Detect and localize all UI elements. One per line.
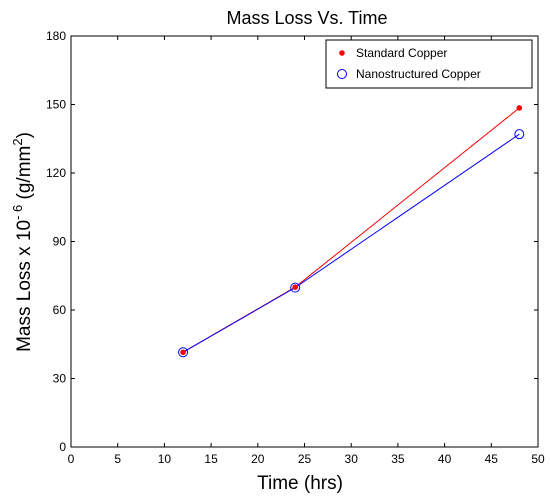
data-point-series-1 bbox=[292, 284, 298, 290]
legend-box bbox=[325, 39, 533, 89]
y-tick-label: 0 bbox=[59, 440, 66, 454]
y-tick-label: 30 bbox=[53, 372, 67, 386]
legend-marker bbox=[339, 50, 345, 56]
y-tick-label: 60 bbox=[53, 303, 67, 317]
y-axis-title: Mass Loss x 10- 6 (g/mm2) bbox=[10, 132, 35, 352]
x-tick-label: 40 bbox=[438, 452, 452, 466]
plot-border bbox=[70, 35, 539, 448]
y-tick-label: 120 bbox=[46, 166, 66, 180]
x-tick-label: 20 bbox=[251, 452, 265, 466]
x-axis-ticks: 0 5 10 15 20 25 30 35 40 45 50 bbox=[68, 36, 545, 466]
y-axis-title-unit-open: (g/mm bbox=[14, 146, 35, 205]
legend-label: Nanostructured Copper bbox=[356, 67, 481, 81]
x-tick-label: 0 bbox=[68, 452, 75, 466]
data-point-series-2 bbox=[178, 347, 189, 358]
x-tick-label: 30 bbox=[345, 452, 359, 466]
x-axis-title: Time (hrs) bbox=[257, 473, 343, 494]
data-point-series-1 bbox=[516, 105, 523, 111]
series-lines bbox=[182, 107, 520, 353]
data-point-series-2 bbox=[290, 282, 301, 293]
y-axis-title-unit-exponent: 2 bbox=[10, 138, 25, 145]
x-tick-label: 50 bbox=[531, 452, 545, 466]
y-axis-title-unit-close: ) bbox=[14, 132, 35, 138]
x-tick-label: 25 bbox=[298, 452, 312, 466]
data-point-series-2 bbox=[514, 129, 525, 140]
x-tick-label: 10 bbox=[158, 452, 172, 466]
y-tick-label: 180 bbox=[46, 29, 66, 43]
y-tick-label: 90 bbox=[53, 235, 67, 249]
x-tick-label: 45 bbox=[485, 452, 499, 466]
x-tick-label: 15 bbox=[204, 452, 218, 466]
series-line-2 bbox=[182, 133, 520, 353]
legend: Standard Copper Nanostructured Copper bbox=[325, 39, 533, 89]
x-tick-label: 5 bbox=[114, 452, 121, 466]
plot-frame bbox=[70, 35, 539, 448]
series-line-1 bbox=[182, 107, 520, 353]
legend-marker bbox=[337, 69, 347, 79]
y-axis-ticks: 0 30 60 90 120 150 180 bbox=[46, 29, 538, 454]
x-tick-label: 35 bbox=[391, 452, 405, 466]
chart-title: Mass Loss Vs. Time bbox=[226, 8, 387, 28]
data-point-series-1 bbox=[180, 349, 186, 356]
y-axis-title-prefix: Mass Loss x 10 bbox=[14, 220, 35, 352]
legend-label: Standard Copper bbox=[356, 46, 447, 60]
y-axis-title-exponent: - 6 bbox=[10, 205, 25, 220]
series-markers bbox=[178, 105, 525, 358]
y-tick-label: 150 bbox=[46, 98, 66, 112]
legend-items: Standard Copper Nanostructured Copper bbox=[337, 46, 481, 81]
